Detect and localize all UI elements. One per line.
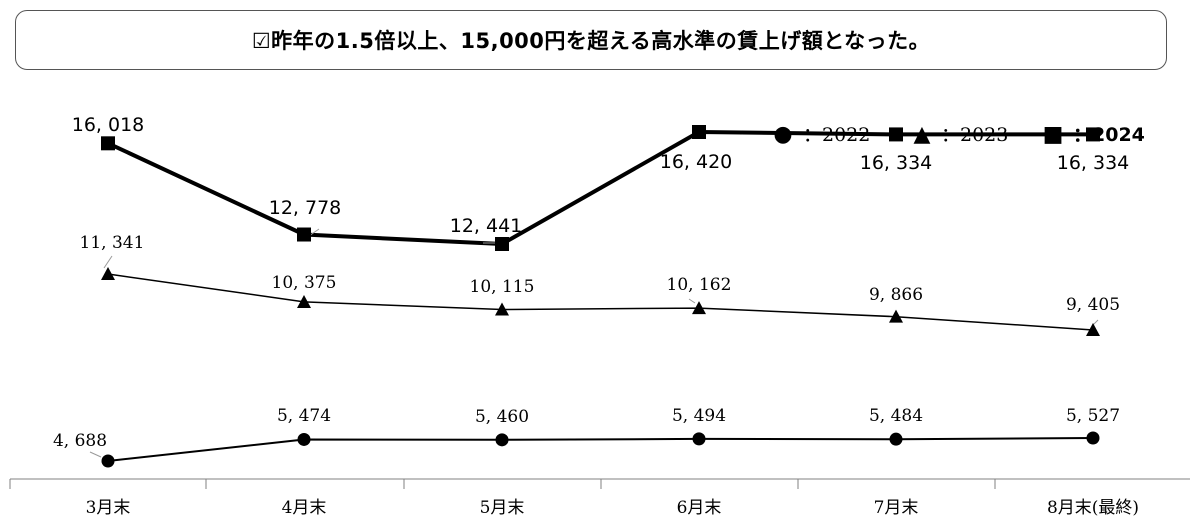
data-point-circle — [1086, 431, 1100, 445]
data-label: 5, 460 — [475, 407, 529, 427]
data-label: 16, 334 — [860, 152, 933, 174]
data-label: 5, 484 — [869, 406, 923, 426]
label-leaders — [89, 228, 1099, 458]
data-label: 9, 405 — [1066, 295, 1120, 315]
data-labels: 4, 688 5, 474 5, 460 5, 494 5, 484 5, 527 11, … — [53, 114, 1129, 451]
x-tick-label: 8月末(最終) — [1047, 498, 1139, 518]
legend-label-2022: ：2022 — [803, 124, 870, 146]
legend: ● ：2022 ▲ ：2023 ■ ：2024 — [773, 122, 1144, 147]
series-line-2023 — [107, 273, 1094, 331]
series-line-2022 — [107, 437, 1094, 462]
data-label: 12, 778 — [269, 197, 342, 219]
data-point-square — [692, 125, 706, 139]
data-label: 10, 375 — [272, 273, 337, 293]
x-tick-label: 4月末 — [282, 498, 327, 518]
data-label: 16, 420 — [660, 151, 733, 173]
data-point-circle — [297, 432, 311, 446]
data-label: 9, 866 — [869, 285, 923, 305]
x-tick-label: 5月末 — [480, 498, 525, 518]
chart-title: ☑昨年の1.5倍以上、15,000円を超える高水準の賃上げ額となった。 — [251, 29, 931, 53]
data-label: 5, 474 — [277, 406, 331, 426]
legend-symbol-triangle: ▲ — [914, 122, 931, 147]
series-lines — [107, 130, 1094, 462]
x-axis: 3月末 4月末 5月末 6月末 7月末 8月末(最終) — [9, 478, 1190, 518]
x-tick-label: 6月末 — [677, 498, 722, 518]
data-point-circle — [101, 454, 115, 468]
data-point-triangle — [495, 302, 509, 316]
data-point-square — [297, 227, 311, 242]
x-tick-label: 3月末 — [86, 498, 131, 518]
series-markers — [101, 125, 1100, 468]
data-point-circle — [889, 432, 903, 446]
title-box: ☑昨年の1.5倍以上、15,000円を超える高水準の賃上げ額となった。 — [15, 10, 1167, 70]
data-point-triangle — [692, 301, 706, 315]
data-point-square — [1086, 127, 1100, 142]
data-label: 10, 115 — [470, 277, 535, 297]
data-label: 12, 441 — [450, 215, 523, 237]
legend-label-2023: ：2023 — [941, 124, 1008, 146]
label-leader-line — [89, 451, 102, 458]
label-leader-line — [688, 298, 696, 304]
data-point-square — [889, 127, 903, 142]
data-label: 5, 527 — [1066, 406, 1120, 426]
x-tick-label: 7月末 — [874, 498, 919, 518]
data-label: 4, 688 — [53, 431, 107, 451]
data-point-square — [101, 136, 115, 151]
data-label: 5, 494 — [672, 406, 726, 426]
label-leader-line — [103, 255, 113, 269]
data-label: 16, 018 — [72, 114, 145, 136]
legend-label-2024: ：2024 — [1073, 124, 1145, 146]
data-point-circle — [692, 432, 706, 446]
data-point-triangle — [101, 267, 115, 280]
legend-symbol-circle: ● — [773, 122, 792, 147]
data-point-triangle — [889, 309, 903, 323]
data-point-square — [495, 237, 509, 251]
data-point-triangle — [297, 294, 311, 308]
data-point-circle — [495, 433, 509, 447]
series-line-2024 — [107, 130, 1093, 246]
data-point-triangle — [1086, 323, 1100, 336]
data-label: 16, 334 — [1057, 152, 1130, 174]
data-label: 11, 341 — [80, 233, 145, 253]
legend-symbol-square: ■ — [1043, 122, 1064, 147]
data-label: 10, 162 — [667, 275, 732, 295]
